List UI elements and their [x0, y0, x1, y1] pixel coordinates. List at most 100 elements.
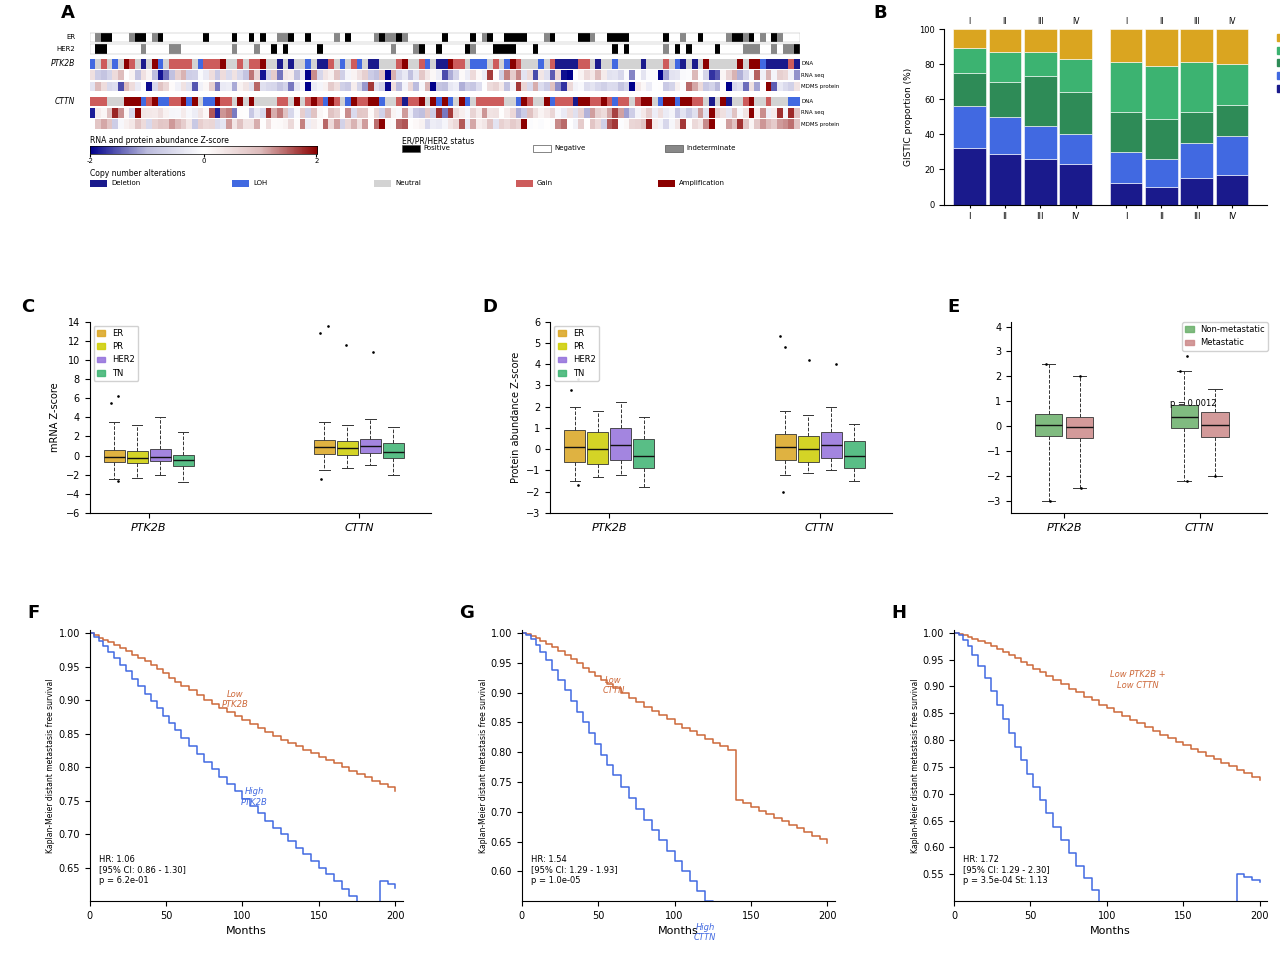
Bar — [317, 71, 323, 80]
Bar — [663, 97, 669, 107]
Bar — [374, 59, 379, 69]
Bar — [737, 59, 742, 69]
Bar — [732, 97, 737, 107]
Bar — [567, 33, 572, 43]
Bar — [664, 145, 682, 152]
Bar — [220, 119, 227, 129]
Bar — [777, 33, 783, 43]
Bar — [721, 33, 726, 43]
Bar — [698, 71, 703, 80]
Y-axis label: GISTIC proportion (%): GISTIC proportion (%) — [905, 68, 914, 166]
Bar — [669, 59, 675, 69]
Bar — [385, 44, 390, 53]
Bar — [760, 81, 765, 91]
Bar — [90, 81, 95, 91]
Bar — [488, 119, 493, 129]
Bar — [567, 71, 572, 80]
Bar — [709, 119, 714, 129]
Bar — [271, 71, 276, 80]
Bar — [646, 97, 652, 107]
Bar — [204, 59, 209, 69]
Bar — [232, 33, 237, 43]
Bar — [448, 59, 453, 69]
Bar — [788, 59, 794, 69]
Bar — [550, 97, 556, 107]
Bar — [641, 97, 646, 107]
Bar — [641, 71, 646, 80]
Bar — [402, 59, 408, 69]
Bar — [783, 81, 788, 91]
Bar — [220, 44, 227, 53]
Bar — [470, 44, 476, 53]
Bar — [351, 44, 357, 53]
Bar — [101, 44, 106, 53]
Bar — [754, 71, 760, 80]
Bar — [379, 33, 385, 43]
Bar — [419, 81, 425, 91]
Bar — [1059, 164, 1092, 204]
Bar — [572, 44, 579, 53]
Bar — [362, 81, 367, 91]
Bar — [714, 108, 721, 117]
Bar — [260, 97, 266, 107]
Bar — [146, 44, 152, 53]
Bar — [646, 81, 652, 91]
Bar — [600, 33, 607, 43]
Bar — [737, 119, 742, 129]
Bar — [1216, 64, 1248, 105]
Bar — [476, 97, 481, 107]
Bar — [317, 119, 323, 129]
Bar — [572, 108, 579, 117]
Bar — [276, 33, 283, 43]
Bar — [385, 119, 390, 129]
Bar — [209, 81, 215, 91]
Bar — [180, 44, 186, 53]
Bar — [339, 44, 346, 53]
Bar — [481, 119, 488, 129]
Bar — [658, 108, 663, 117]
Bar — [276, 108, 283, 117]
Bar — [663, 119, 669, 129]
Bar — [1216, 174, 1248, 204]
Bar — [561, 71, 567, 80]
Bar — [686, 71, 691, 80]
Bar — [328, 81, 334, 91]
Legend: ER, PR, HER2, TN: ER, PR, HER2, TN — [554, 326, 599, 381]
Bar — [1024, 29, 1056, 52]
Bar — [357, 119, 362, 129]
Bar — [323, 44, 328, 53]
Bar — [561, 108, 567, 117]
Bar — [152, 44, 157, 53]
Bar — [681, 59, 686, 69]
Bar — [686, 81, 691, 91]
Bar — [442, 97, 448, 107]
Bar — [385, 71, 390, 80]
Bar — [124, 119, 129, 129]
Bar — [157, 119, 164, 129]
Bar — [754, 81, 760, 91]
Bar — [721, 108, 726, 117]
Bar — [504, 71, 509, 80]
Bar — [186, 97, 192, 107]
Bar — [658, 119, 663, 129]
Bar — [385, 59, 390, 69]
Bar — [652, 44, 658, 53]
Bar — [430, 108, 436, 117]
Bar — [209, 97, 215, 107]
Bar — [390, 33, 397, 43]
Bar — [367, 108, 374, 117]
PathPatch shape — [1202, 412, 1229, 437]
Text: B: B — [873, 4, 887, 22]
Text: E: E — [947, 297, 959, 316]
Bar — [681, 119, 686, 129]
Bar — [448, 44, 453, 53]
Bar — [772, 119, 777, 129]
Bar — [220, 81, 227, 91]
Bar — [248, 71, 255, 80]
Bar — [691, 119, 698, 129]
Bar — [499, 59, 504, 69]
Bar — [732, 71, 737, 80]
Bar — [419, 108, 425, 117]
Bar — [192, 119, 197, 129]
Bar — [521, 108, 527, 117]
